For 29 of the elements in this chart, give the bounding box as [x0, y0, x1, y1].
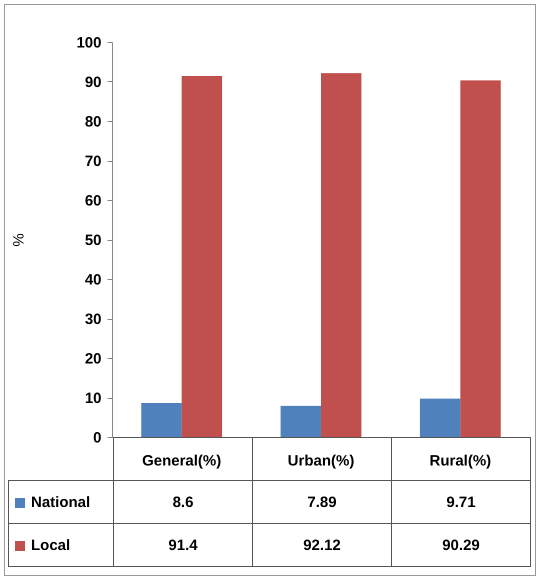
data-label: 90.29 — [392, 524, 530, 566]
x-tick-label: Rural(%) — [429, 452, 492, 470]
y-tick-label: 10 — [84, 390, 102, 407]
y-tick-label: 100 — [76, 34, 102, 52]
legend-label: Local — [31, 536, 70, 554]
y-tick-label: 90 — [84, 74, 102, 91]
bar — [280, 406, 321, 437]
y-tick-label: 0 — [93, 430, 102, 446]
y-tick-label: 30 — [84, 311, 102, 328]
y-tick-label: 20 — [84, 350, 102, 368]
y-tick-label: 50 — [84, 232, 102, 249]
x-tick-label: Urban(%) — [288, 452, 354, 470]
y-tick-label: 70 — [84, 153, 102, 170]
data-label: 7.89 — [252, 480, 392, 524]
bar — [420, 398, 460, 437]
data-label: 9.71 — [392, 480, 530, 524]
y-tick-label: 40 — [84, 272, 102, 288]
bar — [141, 403, 182, 437]
bar — [182, 76, 222, 437]
bar — [321, 73, 362, 437]
y-tick-label: 60 — [84, 192, 102, 210]
x-tick-label: General(%) — [142, 452, 222, 470]
legend-label: National — [31, 494, 90, 510]
data-label: 92.12 — [252, 524, 392, 566]
data-label: 91.4 — [114, 524, 252, 566]
data-label: 8.6 — [114, 480, 252, 524]
y-axis-title: % — [10, 233, 28, 247]
y-tick-label: 80 — [84, 114, 102, 130]
bar — [460, 80, 501, 437]
